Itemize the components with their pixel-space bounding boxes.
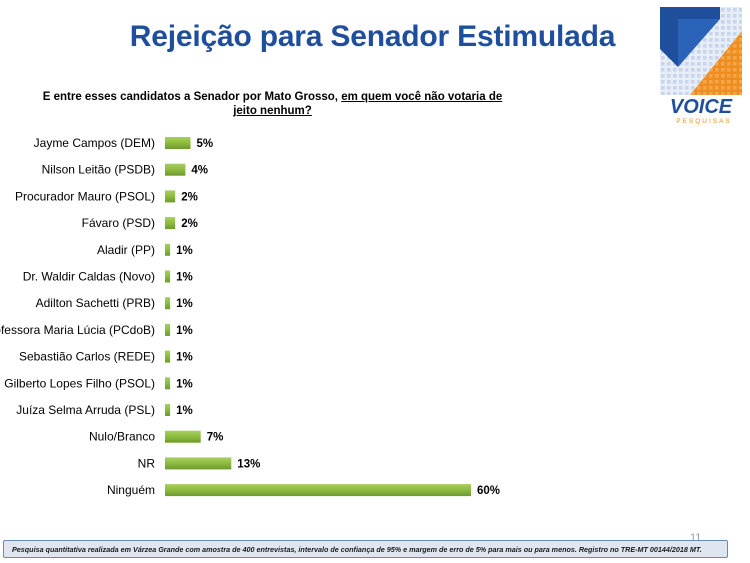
category-label: NR bbox=[138, 456, 156, 470]
category-label: Adilton Sachetti (PRB) bbox=[36, 296, 155, 310]
category-label: Gilberto Lopes Filho (PSOL) bbox=[4, 376, 155, 390]
voice-pesquisas-logo: VOICE PESQUISAS bbox=[660, 7, 742, 125]
value-label: 60% bbox=[477, 485, 500, 497]
bar bbox=[165, 217, 176, 230]
category-label: Nilson Leitão (PSDB) bbox=[42, 163, 155, 177]
category-label: Fávaro (PSD) bbox=[82, 216, 155, 230]
value-label: 4% bbox=[191, 165, 208, 177]
bar bbox=[165, 163, 186, 176]
category-label: Dr. Waldir Caldas (Novo) bbox=[23, 270, 155, 284]
value-label: 1% bbox=[176, 378, 193, 390]
category-label: Professora Maria Lúcia (PCdoB) bbox=[0, 323, 155, 337]
page-title: Rejeição para Senador Estimulada bbox=[129, 20, 616, 53]
bar bbox=[165, 377, 171, 390]
value-label: 1% bbox=[176, 352, 193, 364]
value-label: 13% bbox=[237, 458, 260, 470]
value-label: 2% bbox=[181, 218, 198, 230]
value-label: 1% bbox=[176, 245, 193, 257]
bar bbox=[165, 243, 171, 256]
bar bbox=[165, 323, 171, 336]
bar bbox=[165, 457, 232, 470]
bar bbox=[165, 404, 171, 416]
bar bbox=[165, 350, 171, 363]
bar bbox=[165, 137, 191, 149]
category-label: Sebastião Carlos (REDE) bbox=[19, 350, 155, 364]
value-label: 1% bbox=[176, 298, 193, 310]
logo-tagline: PESQUISAS bbox=[676, 118, 732, 125]
value-label: 7% bbox=[207, 432, 224, 444]
value-label: 1% bbox=[176, 272, 193, 284]
bar bbox=[165, 190, 176, 203]
logo-brand: VOICE bbox=[670, 96, 733, 118]
value-label: 2% bbox=[181, 191, 198, 203]
survey-question-part1: E entre esses candidatos a Senador por M… bbox=[42, 91, 342, 103]
value-label: 1% bbox=[176, 325, 193, 337]
bar bbox=[165, 430, 201, 443]
rejection-bar-chart: Jayme Campos (DEM) 5% Nilson Leitão (PSDB)… bbox=[0, 136, 500, 497]
page-number: 11 bbox=[690, 532, 702, 544]
category-label: Ninguém bbox=[107, 483, 155, 497]
category-label: Procurador Mauro (PSOL) bbox=[15, 189, 155, 203]
survey-question: E entre esses candidatos a Senador por M… bbox=[40, 90, 505, 118]
bar bbox=[165, 270, 171, 283]
survey-question-part2: em quem você não votaria de jeito nenhum… bbox=[233, 91, 503, 117]
bar bbox=[165, 297, 171, 310]
bar bbox=[165, 484, 471, 497]
category-label: Nulo/Branco bbox=[89, 430, 155, 444]
methodology-footer: Pesquisa quantitativa realizada em Várze… bbox=[3, 540, 728, 558]
category-label: Jayme Campos (DEM) bbox=[34, 136, 155, 150]
value-label: 5% bbox=[197, 138, 214, 150]
category-label: Juíza Selma Arruda (PSL) bbox=[16, 403, 155, 417]
category-label: Aladir (PP) bbox=[97, 243, 155, 257]
value-label: 1% bbox=[176, 405, 193, 417]
